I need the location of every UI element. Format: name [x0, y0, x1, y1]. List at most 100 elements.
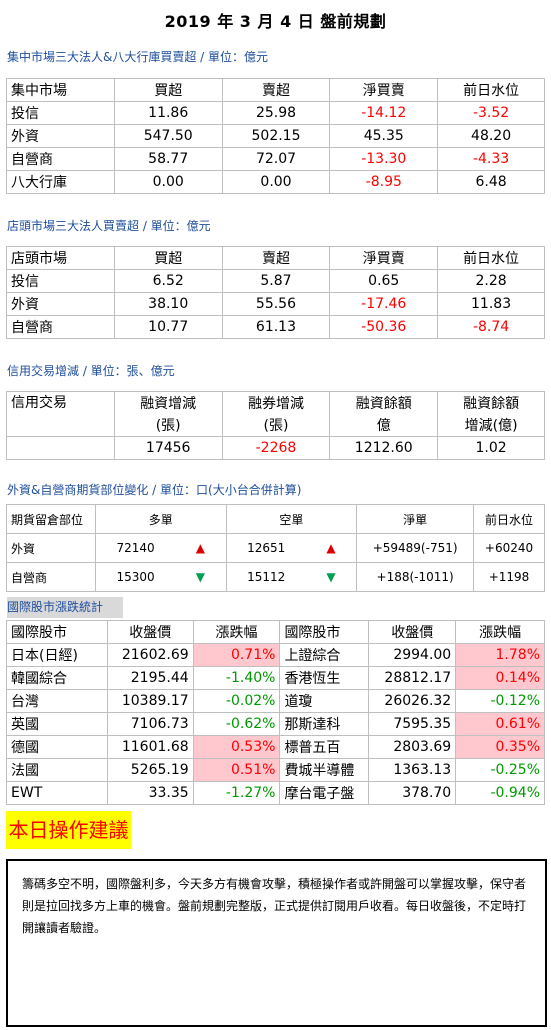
- col-header: 前日水位: [437, 246, 545, 270]
- table-header-row: 集中市場 買超 賣超 淨買賣 前日水位: [6, 78, 545, 102]
- page-title: 2019 年 3 月 4 日 盤前規劃: [164, 12, 387, 31]
- table-row: 英國 7106.73 -0.62% 那斯達科 7595.35 0.61%: [6, 712, 545, 736]
- change-pct: -0.25%: [455, 758, 545, 782]
- section-heading-listed: 集中市場三大法人&八大行庫買賣超 / 單位：億元: [7, 50, 269, 64]
- buy-value: 38.10: [113, 292, 223, 316]
- col-header: 淨買賣: [329, 78, 439, 102]
- net-value: -8.95: [329, 170, 439, 194]
- market-name: 法國: [6, 758, 108, 782]
- listed-market-table: 集中市場 買超 賣超 淨買賣 前日水位 投信 11.86 25.98 -14.1…: [6, 78, 545, 194]
- change-pct: 0.14%: [455, 666, 545, 690]
- net-value: +188(-1011): [356, 562, 475, 592]
- table-header-row: 店頭市場 買超 賣超 淨買賣 前日水位: [6, 246, 545, 270]
- short-value: 15112: [225, 562, 306, 592]
- buy-value: 0.00: [113, 170, 223, 194]
- section-heading-margin: 信用交易增減 / 單位：張、億元: [7, 364, 175, 378]
- sell-value: 72.07: [221, 147, 331, 171]
- col-unit: 增減(億): [437, 414, 545, 437]
- row-label: 外資: [6, 533, 96, 563]
- col-header: 店頭市場: [6, 246, 115, 270]
- table-row: 台灣 10389.17 -0.02% 道瓊 26026.32 -0.12%: [6, 689, 545, 713]
- table-row: 外資 547.50 502.15 45.35 48.20: [6, 124, 545, 148]
- table-row: 自營商 15300 ▼ 15112 ▼ +188(-1011) +1198: [6, 562, 545, 592]
- col-header: 信用交易: [6, 391, 115, 437]
- col-header: 漲跌幅: [192, 620, 281, 644]
- sell-value: 25.98: [221, 101, 331, 125]
- close-price: 2994.00: [368, 643, 457, 667]
- table-header-row: 國際股市 收盤價 漲跌幅 國際股市 收盤價 漲跌幅: [6, 620, 545, 644]
- col-header: 集中市場: [6, 78, 115, 102]
- futures-position-table: 期貨留倉部位 多單 空單 淨單 前日水位 外資 72140 ▲ 12651 ▲ …: [6, 504, 545, 592]
- col-header: 前日水位: [437, 78, 545, 102]
- col-header: 買超: [113, 246, 223, 270]
- close-price: 28812.17: [368, 666, 457, 690]
- buy-value: 547.50: [113, 124, 223, 148]
- table-header-row: 期貨留倉部位 多單 空單 淨單 前日水位: [6, 504, 545, 534]
- international-markets-table: 國際股市 收盤價 漲跌幅 國際股市 收盤價 漲跌幅 日本(日經) 21602.6…: [6, 620, 545, 805]
- row-label: 投信: [6, 269, 115, 293]
- table-row: 外資 72140 ▲ 12651 ▲ +59489(-751) +60240: [6, 533, 545, 563]
- col-header: 買超: [113, 78, 223, 102]
- table-row: 自營商 58.77 72.07 -13.30 -4.33: [6, 147, 545, 171]
- advice-box: 籌碼多空不明，國際盤利多，今天多方有機會攻擊，積極操作者或許開盤可以掌握攻擊，保…: [6, 859, 547, 1027]
- close-price: 33.35: [106, 781, 194, 805]
- col-header: 融券增減: [221, 391, 331, 414]
- col-unit: (張): [221, 414, 331, 437]
- change-pct: 0.71%: [192, 643, 281, 667]
- market-name: 費城半導體: [279, 758, 370, 782]
- change-pct: -0.94%: [455, 781, 545, 805]
- long-value: 72140: [94, 533, 176, 563]
- prev-value: -3.52: [437, 101, 545, 125]
- up-arrow-icon: ▲: [175, 533, 227, 563]
- prev-value: -8.74: [437, 315, 545, 339]
- row-label: 八大行庫: [6, 170, 115, 194]
- short-change-value: -2268: [221, 436, 331, 460]
- col-header: 賣超: [221, 246, 331, 270]
- close-price: 1363.13: [368, 758, 457, 782]
- otc-market-table: 店頭市場 買超 賣超 淨買賣 前日水位 投信 6.52 5.87 0.65 2.…: [6, 246, 545, 339]
- col-header: 收盤價: [368, 620, 457, 644]
- market-name: 韓國綜合: [6, 666, 108, 690]
- change-pct: -0.62%: [192, 712, 281, 736]
- buy-value: 6.52: [113, 269, 223, 293]
- prev-value: -4.33: [437, 147, 545, 171]
- change-pct: 0.53%: [192, 735, 281, 759]
- section-heading-otc: 店頭市場三大法人買賣超 / 單位：億元: [7, 219, 211, 233]
- close-price: 2195.44: [106, 666, 194, 690]
- change-pct: 0.35%: [455, 735, 545, 759]
- margin-balance-change-value: 1.02: [437, 436, 545, 460]
- sell-value: 0.00: [221, 170, 331, 194]
- margin-change-value: 17456: [113, 436, 223, 460]
- table-header-row: 信用交易 融資增減 融券增減 融資餘額 融資餘額: [6, 391, 545, 437]
- long-value: 15300: [94, 562, 176, 592]
- prev-value: 2.28: [437, 269, 545, 293]
- col-header: 收盤價: [106, 620, 194, 644]
- row-label: 投信: [6, 101, 115, 125]
- change-pct: 0.51%: [192, 758, 281, 782]
- prev-value: +60240: [473, 533, 545, 563]
- net-value: 45.35: [329, 124, 439, 148]
- advice-text: 籌碼多空不明，國際盤利多，今天多方有機會攻擊，積極操作者或許開盤可以掌握攻擊，保…: [22, 877, 527, 935]
- change-pct: -0.12%: [455, 689, 545, 713]
- table-row: 日本(日經) 21602.69 0.71% 上證綜合 2994.00 1.78%: [6, 643, 545, 667]
- sell-value: 502.15: [221, 124, 331, 148]
- table-row: 外資 38.10 55.56 -17.46 11.83: [6, 292, 545, 316]
- table-row: 韓國綜合 2195.44 -1.40% 香港恆生 28812.17 0.14%: [6, 666, 545, 690]
- market-name: 日本(日經): [6, 643, 108, 667]
- col-unit: 億: [329, 414, 439, 437]
- table-row: 八大行庫 0.00 0.00 -8.95 6.48: [6, 170, 545, 194]
- market-name: 摩台電子盤: [279, 781, 370, 805]
- down-arrow-icon: ▼: [305, 562, 358, 592]
- col-unit: (張): [113, 414, 223, 437]
- market-name: 德國: [6, 735, 108, 759]
- section-heading-international: 國際股市漲跌統計: [7, 597, 123, 618]
- market-name: 標普五百: [279, 735, 370, 759]
- close-price: 5265.19: [106, 758, 194, 782]
- close-price: 2803.69: [368, 735, 457, 759]
- row-label: 自營商: [6, 315, 115, 339]
- market-name: 那斯達科: [279, 712, 370, 736]
- buy-value: 58.77: [113, 147, 223, 171]
- section-heading-futures: 外資&自營商期貨部位變化 / 單位：口(大小台合併計算): [7, 483, 302, 497]
- market-name: 台灣: [6, 689, 108, 713]
- close-price: 11601.68: [106, 735, 194, 759]
